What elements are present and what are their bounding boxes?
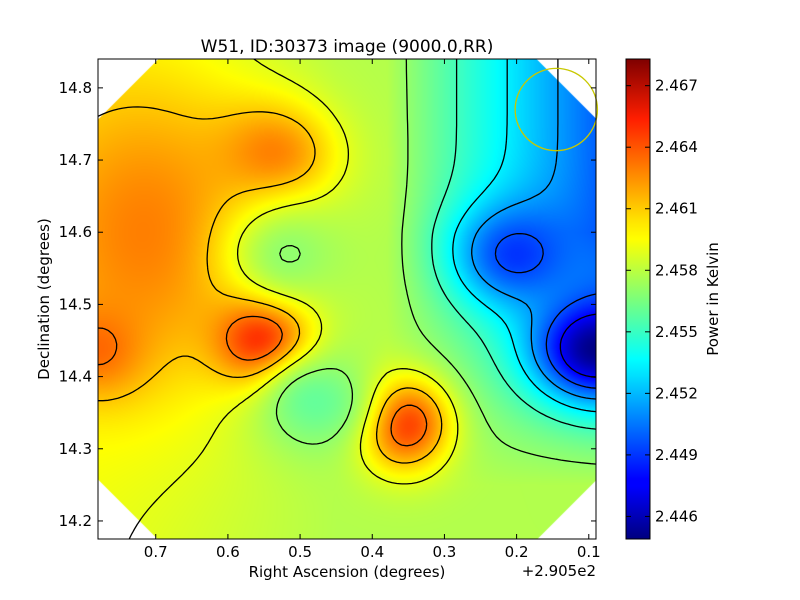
colorbar-tick-label: 2.458 (655, 261, 698, 279)
plot-area: 0.7 0.6 0.5 0.4 0.3 0.2 0.1 14.214.314.414.514… (59, 58, 601, 561)
contour-level (98, 106, 443, 464)
y-tick-label: 14.8 (59, 79, 92, 97)
colorbar-tick-label: 2.464 (655, 138, 698, 156)
contour-level (452, 59, 596, 413)
colorbar-gradient (625, 58, 651, 540)
x-tick-label: 0.6 (216, 543, 240, 561)
y-tick-label: 14.2 (59, 512, 92, 530)
x-offset-label: +2.905e2 (522, 562, 596, 580)
y-tick-label: 14.3 (59, 440, 92, 458)
y-tick-label: 14.5 (59, 295, 92, 313)
contour-level (128, 59, 459, 539)
colorbar-tick-label: 2.467 (655, 77, 698, 95)
x-tick-label: 0.2 (505, 543, 529, 561)
x-tick-label: 0.5 (288, 543, 312, 561)
colorbar-tick-label: 2.455 (655, 323, 698, 341)
x-tick-label: 0.7 (144, 543, 168, 561)
colorbar-tick-label: 2.446 (655, 507, 698, 525)
y-tick-label: 14.7 (59, 151, 92, 169)
contour-level (559, 313, 596, 378)
contour-lines (98, 59, 596, 539)
plot-frame (97, 58, 597, 540)
contour-level (471, 59, 596, 400)
contour-level (98, 315, 428, 447)
y-axis-label: Declination (degrees) (35, 218, 53, 380)
colorbar-label: Power in Kelvin (704, 242, 722, 356)
colorbar-tick-label: 2.449 (655, 446, 698, 464)
colorbar-tick-label: 2.452 (655, 384, 698, 402)
x-tick-label: 0.4 (360, 543, 384, 561)
x-axis-ticks: 0.7 0.6 0.5 0.4 0.3 0.2 0.1 (144, 59, 601, 561)
chart-title: W51, ID:30373 image (9000.0,RR) (201, 37, 494, 57)
contour-level (494, 232, 596, 389)
y-tick-label: 14.4 (59, 368, 92, 386)
contour-level (431, 59, 596, 430)
x-tick-label: 0.3 (433, 543, 457, 561)
colorbar: 2.467 2.464 2.461 2.458 2.455 2.452 2.449 2.446… (625, 58, 722, 540)
x-axis-label: Right Ascension (degrees) (249, 563, 446, 581)
beam-circle (514, 67, 599, 152)
colorbar-tick-label: 2.461 (655, 200, 698, 218)
y-axis-ticks: 14.2 14.3 14.4 14.5 14.6 14.7 14.8 (59, 79, 596, 530)
contour-level (275, 59, 596, 465)
colorbar-ticks: 2.467 2.464 2.461 2.458 2.455 2.452 2.449 2.446 (626, 77, 698, 525)
y-tick-label: 14.6 (59, 223, 92, 241)
x-tick-label: 0.1 (577, 543, 601, 561)
